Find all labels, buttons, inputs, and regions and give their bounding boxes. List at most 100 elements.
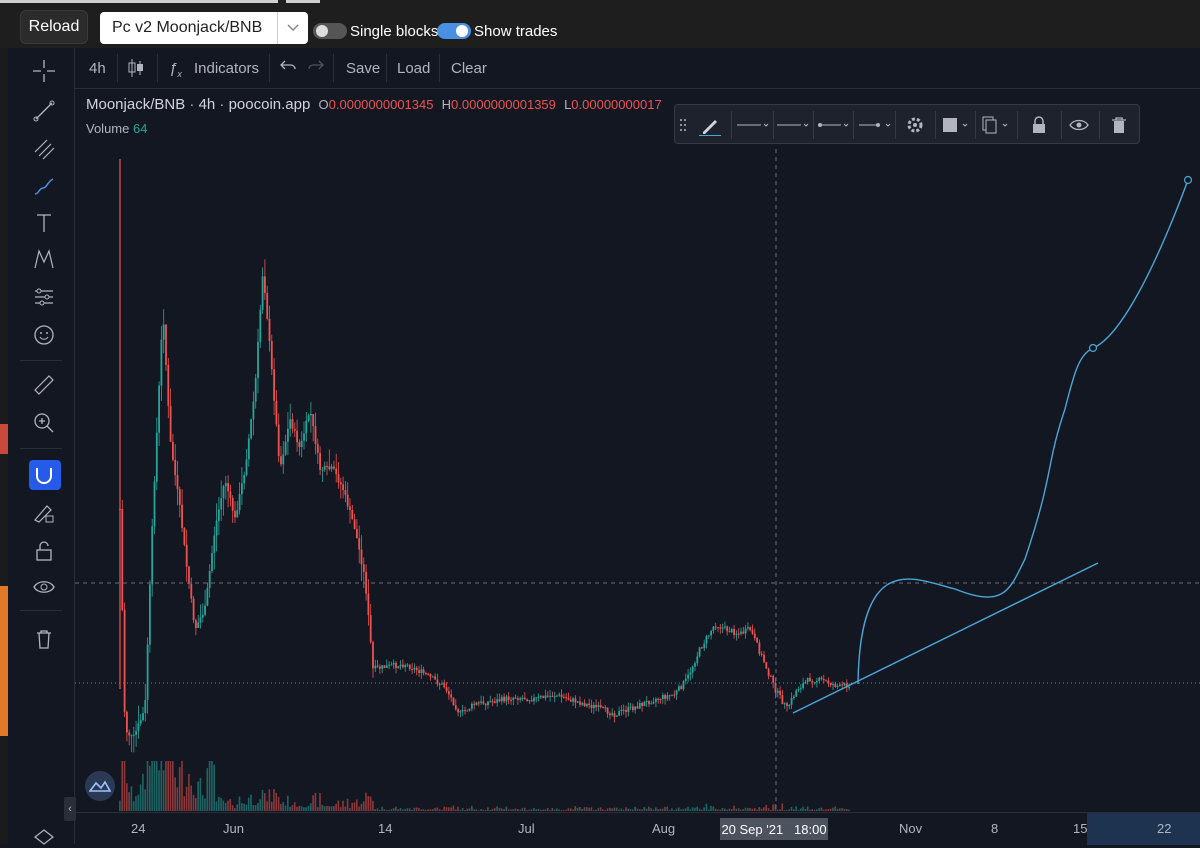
volume-bar: [788, 809, 790, 811]
candle-body: [303, 433, 305, 441]
candle-body: [599, 705, 602, 708]
lock-icon[interactable]: [1027, 114, 1051, 136]
fill-icon[interactable]: [939, 114, 973, 136]
time-axis-selection: [1087, 813, 1200, 845]
volume-bar: [781, 803, 784, 811]
candle-body: [344, 490, 347, 495]
candle-body: [747, 627, 749, 629]
volume-bar: [691, 807, 694, 811]
candle-body: [523, 697, 526, 700]
magnet-icon[interactable]: [33, 464, 55, 486]
candle-body: [765, 662, 768, 669]
crosshair-icon[interactable]: [33, 60, 55, 82]
volume-bar: [247, 797, 250, 811]
candle-body: [176, 475, 179, 490]
redo-icon[interactable]: [307, 58, 325, 78]
volume-bar: [590, 807, 593, 811]
volume-bar: [310, 803, 312, 811]
clear-button[interactable]: Clear: [451, 60, 487, 77]
reload-button[interactable]: Reload: [20, 10, 88, 44]
pattern-icon[interactable]: [33, 248, 55, 270]
drag-handle-icon[interactable]: [677, 114, 689, 136]
time-axis[interactable]: 24 Jun 14 Jul Aug Nov 8 15 22 20 Sep '21…: [75, 812, 1200, 845]
volume-bar: [376, 808, 379, 811]
volume-bar: [684, 808, 687, 811]
text-icon[interactable]: [33, 212, 55, 234]
save-button[interactable]: Save: [346, 60, 381, 77]
volume-bar: [717, 809, 719, 811]
volume-bar: [454, 809, 457, 811]
candle-body: [247, 438, 250, 460]
candle-body: [312, 413, 315, 427]
candle-body: [489, 701, 492, 703]
candle-body: [395, 662, 397, 669]
fx-icon[interactable]: ƒx: [169, 60, 182, 79]
candle-body: [818, 677, 821, 681]
line-start-icon[interactable]: [815, 114, 851, 136]
candle-body: [638, 703, 641, 709]
candle-body: [468, 708, 471, 711]
candle-body: [241, 483, 243, 495]
unlock-icon[interactable]: [33, 540, 55, 562]
load-button[interactable]: Load: [397, 60, 431, 77]
indicators-button[interactable]: Indicators: [194, 60, 260, 77]
candle-body: [767, 668, 770, 676]
volume-bar: [188, 774, 190, 811]
candle-body: [374, 665, 377, 669]
ruler-icon[interactable]: [33, 374, 55, 396]
settings-icon[interactable]: [903, 114, 927, 136]
eye-icon[interactable]: [33, 576, 55, 598]
volume-bar: [204, 798, 206, 811]
candle-body: [802, 683, 804, 689]
visibility-icon[interactable]: [1067, 114, 1091, 136]
volume-bar: [673, 810, 675, 811]
price-chart[interactable]: [75, 89, 1200, 812]
line-style-icon[interactable]: [775, 114, 811, 136]
brush-icon[interactable]: [33, 176, 55, 198]
candle-body: [379, 666, 381, 669]
volume-bar: [245, 804, 248, 811]
candle-body: [162, 324, 165, 340]
candle-body: [126, 711, 128, 733]
candle-body: [588, 703, 591, 706]
object-tree-icon[interactable]: [33, 826, 55, 848]
candle-body: [337, 474, 340, 483]
pair-select[interactable]: Pc v2 Moonjack/BNB: [100, 12, 308, 44]
show-trades-toggle[interactable]: [437, 23, 471, 39]
candle-body: [266, 293, 269, 319]
candle-body: [408, 664, 411, 670]
trash-icon[interactable]: [1107, 114, 1131, 136]
candle-body: [694, 663, 696, 667]
top-bar: Reload Pc v2 Moonjack/BNB Single blocks …: [0, 0, 1200, 48]
candle-body: [809, 677, 811, 682]
volume-bar: [137, 794, 140, 811]
candles-icon[interactable]: [127, 58, 145, 82]
trendline-icon[interactable]: [33, 100, 55, 122]
collapse-toolbar-button[interactable]: ‹: [64, 797, 76, 821]
prediction-icon[interactable]: [33, 286, 55, 308]
single-blocks-toggle[interactable]: [313, 23, 347, 39]
volume-bar: [448, 807, 450, 811]
interval-button[interactable]: 4h: [89, 60, 106, 77]
clone-icon[interactable]: [979, 114, 1013, 136]
candle-body: [464, 709, 466, 711]
candle-body: [319, 452, 321, 470]
candle-body: [827, 680, 830, 684]
candle-body: [392, 662, 395, 665]
tradingview-logo-icon[interactable]: [85, 771, 115, 801]
fib-icon[interactable]: [33, 138, 55, 160]
candle-body: [797, 689, 800, 691]
volume-bar: [316, 807, 319, 811]
candle-body: [321, 469, 324, 471]
lock-drawings-icon[interactable]: [33, 502, 55, 524]
line-width-icon[interactable]: [735, 114, 771, 136]
line-end-icon[interactable]: [857, 114, 893, 136]
candle-body: [457, 709, 459, 713]
pencil-icon[interactable]: [697, 114, 723, 136]
emoji-icon[interactable]: [33, 324, 55, 346]
trash-icon[interactable]: [33, 628, 55, 650]
zoom-in-icon[interactable]: [33, 412, 55, 434]
candle-body: [763, 654, 765, 663]
undo-icon[interactable]: [279, 58, 297, 78]
candle-body: [185, 544, 188, 567]
